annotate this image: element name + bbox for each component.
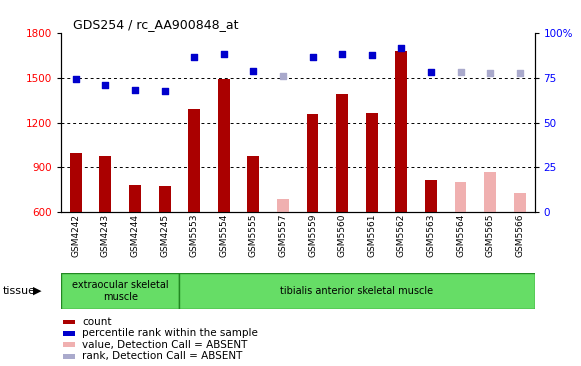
Text: rank, Detection Call = ABSENT: rank, Detection Call = ABSENT [83, 351, 243, 361]
Point [338, 51, 347, 57]
Text: count: count [83, 317, 112, 327]
Point [249, 68, 258, 74]
Bar [129, 185, 141, 212]
Bar [336, 94, 348, 212]
Point [130, 87, 139, 93]
Bar [277, 199, 289, 212]
Bar [63, 320, 75, 324]
Bar [70, 153, 82, 212]
Bar [454, 182, 467, 212]
Text: ▶: ▶ [33, 286, 42, 296]
Bar [396, 51, 407, 212]
Bar [514, 193, 526, 212]
Text: percentile rank within the sample: percentile rank within the sample [83, 328, 258, 338]
Point [456, 69, 465, 75]
Bar [248, 156, 259, 212]
Bar [63, 354, 75, 359]
Point [101, 82, 110, 87]
Point [426, 69, 436, 75]
Bar [61, 273, 180, 309]
Text: extraocular skeletal
muscle: extraocular skeletal muscle [72, 280, 168, 302]
Point [160, 88, 169, 94]
Bar [99, 156, 112, 212]
Point [71, 76, 80, 82]
Point [189, 54, 199, 60]
Text: GDS254 / rc_AA900848_at: GDS254 / rc_AA900848_at [73, 18, 238, 31]
Point [515, 70, 525, 76]
Text: tibialis anterior skeletal muscle: tibialis anterior skeletal muscle [281, 286, 433, 296]
Point [397, 45, 406, 51]
Bar [180, 273, 535, 309]
Bar [188, 109, 200, 212]
Text: tissue: tissue [3, 286, 36, 296]
Bar [307, 115, 318, 212]
Bar [218, 79, 229, 212]
Bar [484, 175, 496, 212]
Point [367, 52, 376, 58]
Bar [425, 180, 437, 212]
Bar [63, 331, 75, 336]
Point [486, 70, 495, 76]
Bar [366, 113, 378, 212]
Bar [63, 342, 75, 347]
Text: value, Detection Call = ABSENT: value, Detection Call = ABSENT [83, 340, 248, 350]
Bar [159, 186, 170, 212]
Point [308, 54, 317, 60]
Bar [484, 172, 496, 212]
Point [219, 51, 228, 57]
Point [278, 73, 288, 79]
